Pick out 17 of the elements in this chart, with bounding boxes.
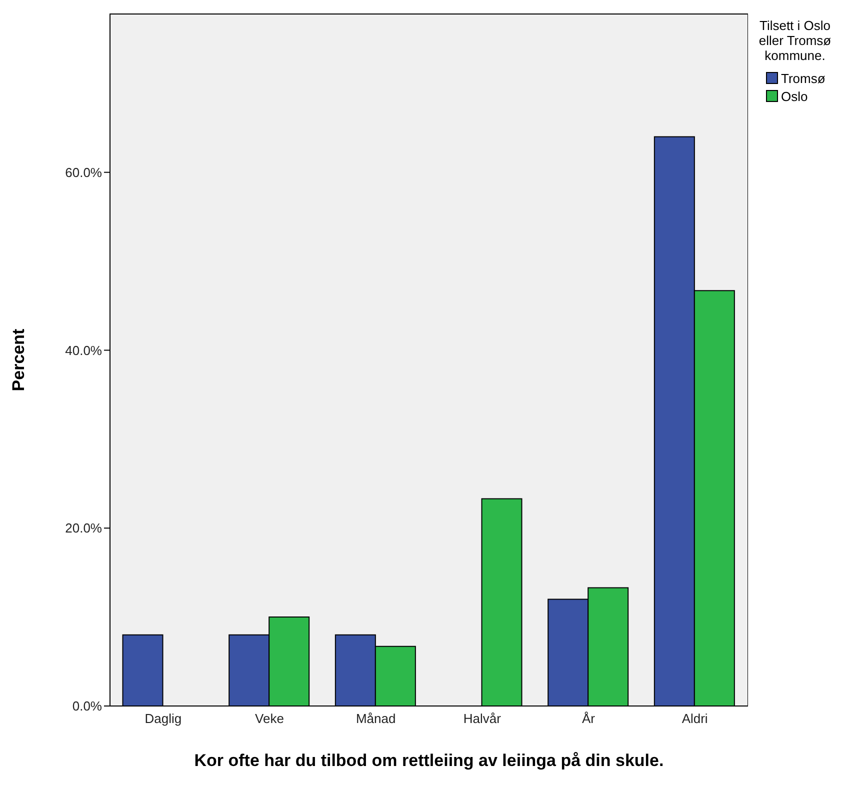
x-tick-label: Veke <box>255 711 284 726</box>
x-tick-label: Halvår <box>463 711 502 726</box>
bar <box>481 498 522 706</box>
legend-label: Oslo <box>781 88 808 104</box>
y-axis-title: Percent <box>9 328 28 392</box>
legend-label: Tromsø <box>781 70 826 86</box>
x-tick-label: Aldri <box>682 711 708 726</box>
y-tick-label: 60.0% <box>65 164 102 180</box>
x-axis-title: Kor ofte har du tilbod om rettleiing av leiinga på din skule. <box>194 751 664 770</box>
y-tick-label: 40.0% <box>65 342 102 358</box>
x-tick-label: Månad <box>356 711 396 726</box>
y-tick-label: 0.0% <box>72 698 102 714</box>
legend-title: Tilsett i Oslo eller Tromsø kommune. <box>758 18 832 63</box>
y-tick-label: 20.0% <box>65 520 102 536</box>
x-tick-label: År <box>582 711 596 726</box>
bar <box>122 634 164 706</box>
x-tick-label: Daglig <box>144 711 182 726</box>
